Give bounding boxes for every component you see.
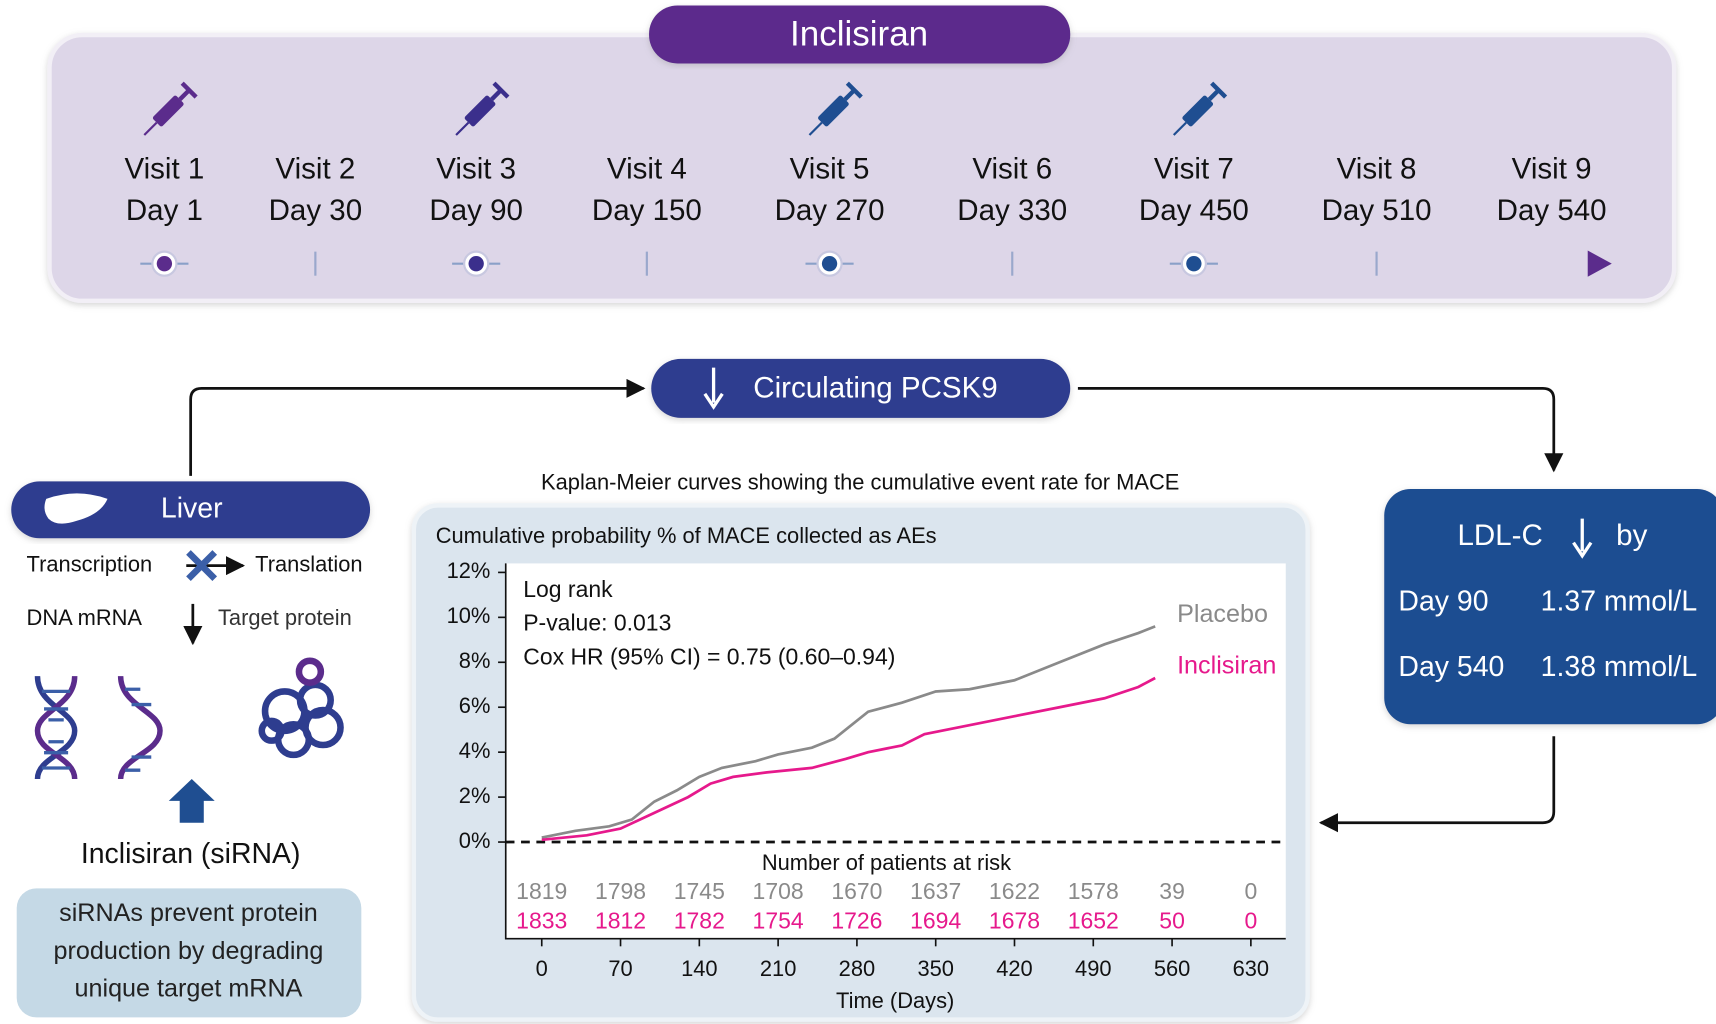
- pcsk9-label: Circulating PCSK9: [753, 371, 997, 404]
- visit-day: Day 90: [429, 194, 523, 227]
- visit-label: Visit 6: [972, 152, 1052, 185]
- ldl-day: Day 90: [1398, 585, 1488, 617]
- risk-value: 1637: [910, 878, 961, 904]
- risk-table-title: Number of patients at risk: [762, 850, 1011, 875]
- note: siRNAs prevent protein production by degr…: [53, 899, 323, 1002]
- visit-day: Day 540: [1497, 194, 1607, 227]
- visit-day: Day 1: [126, 194, 203, 227]
- risk-value: 1833: [516, 907, 567, 933]
- drug-label: Inclisiran (siRNA): [81, 838, 301, 870]
- x-tick-label: 490: [1075, 956, 1112, 981]
- ldl-value: 1.37 mmol/L: [1541, 585, 1697, 617]
- risk-value: 1812: [595, 907, 646, 933]
- risk-value: 0: [1244, 907, 1257, 933]
- visit-day: Day 150: [592, 194, 702, 227]
- visit-label: Visit 2: [275, 152, 355, 185]
- visit-dot-core: [822, 256, 837, 271]
- chart-title: Cumulative probability % of MACE collect…: [436, 523, 937, 548]
- x-axis-label: Time (Days): [836, 988, 954, 1013]
- annotation: Log rank: [523, 576, 613, 602]
- y-tick-label: 2%: [459, 783, 491, 808]
- flow-arrow: [1321, 736, 1554, 822]
- y-tick-label: 8%: [459, 648, 491, 673]
- y-tick-label: 0%: [459, 828, 491, 853]
- diagram: Inclisiran Visit 1 Day 1 Visit 2 Day 30 Visi…: [0, 0, 1716, 1024]
- visit-dot-core: [157, 256, 172, 271]
- risk-value: 1622: [989, 878, 1040, 904]
- risk-value: 1708: [753, 878, 804, 904]
- ldl-value: 1.38 mmol/L: [1541, 651, 1697, 683]
- visit-label: Visit 9: [1512, 152, 1592, 185]
- dna-mrna: DNA mRNA: [27, 605, 143, 630]
- note-line: production by degrading: [53, 937, 323, 965]
- up-arrow-icon: [169, 779, 215, 823]
- x-tick-label: 630: [1233, 956, 1270, 981]
- y-tick-label: 10%: [447, 603, 491, 628]
- transcription: Transcription: [27, 551, 153, 576]
- ldl-day: Day 540: [1398, 651, 1504, 683]
- visit-dot-core: [1186, 256, 1201, 271]
- risk-value: 1652: [1068, 907, 1119, 933]
- risk-value: 1754: [753, 907, 804, 933]
- visit-label: Visit 8: [1337, 152, 1417, 185]
- visit-label: Visit 5: [790, 152, 870, 185]
- ldl-title: LDL-C: [1458, 519, 1543, 552]
- risk-value: 1745: [674, 878, 725, 904]
- y-tick-label: 12%: [447, 558, 491, 583]
- y-tick-label: 6%: [459, 693, 491, 718]
- page: { "header": {"title": "Inclisiran"}, "vi…: [0, 0, 1716, 1024]
- risk-value: 1670: [831, 878, 882, 904]
- x-tick-label: 560: [1154, 956, 1191, 981]
- note-line: siRNAs prevent protein: [59, 899, 318, 927]
- x-tick-label: 0: [536, 956, 548, 981]
- risk-value: 0: [1244, 878, 1257, 904]
- x-tick-label: 140: [681, 956, 718, 981]
- visit-label: Visit 4: [607, 152, 687, 185]
- dna-icon: [37, 676, 160, 779]
- x-tick-label: 420: [996, 956, 1032, 981]
- visit-label: Visit 1: [124, 152, 204, 185]
- flow-arrow: [1078, 388, 1554, 470]
- visit-day: Day 330: [957, 194, 1067, 227]
- annotation: P-value: 0.013: [523, 610, 671, 636]
- x-tick-label: 280: [839, 956, 876, 981]
- x-tick-label: 70: [608, 956, 632, 981]
- risk-value: 39: [1159, 878, 1185, 904]
- risk-value: 1798: [595, 878, 646, 904]
- translation: Translation: [255, 551, 362, 576]
- y-tick-label: 4%: [459, 738, 491, 763]
- risk-value: 1726: [831, 907, 882, 933]
- risk-value: 50: [1159, 907, 1185, 933]
- protein-icon: [262, 661, 341, 755]
- series-label: Placebo: [1177, 600, 1268, 628]
- target-protein: Target protein: [218, 605, 352, 630]
- series-label: Inclisiran: [1177, 652, 1276, 680]
- risk-value: 1819: [516, 878, 567, 904]
- risk-value: 1578: [1068, 878, 1119, 904]
- risk-value: 1678: [989, 907, 1040, 933]
- risk-value: 1782: [674, 907, 725, 933]
- x-tick-label: 210: [760, 956, 797, 981]
- visit-day: Day 510: [1322, 194, 1432, 227]
- title: Inclisiran: [790, 14, 928, 53]
- visit-day: Day 450: [1139, 194, 1249, 227]
- chart-caption: Kaplan-Meier curves showing the cumulati…: [541, 469, 1179, 494]
- x-tick-label: 350: [917, 956, 954, 981]
- risk-value: 1694: [910, 907, 961, 933]
- visit-dot-core: [469, 256, 484, 271]
- annotation: Cox HR (95% CI) = 0.75 (0.60–0.94): [523, 644, 895, 670]
- visit-label: Visit 7: [1154, 152, 1234, 185]
- flow-arrow: [191, 388, 644, 476]
- visit-day: Day 270: [775, 194, 885, 227]
- note-line: unique target mRNA: [75, 975, 303, 1003]
- liver-title: Liver: [161, 492, 223, 524]
- visit-day: Day 30: [269, 194, 363, 227]
- visit-label: Visit 3: [436, 152, 516, 185]
- ldl-suffix: by: [1616, 519, 1647, 552]
